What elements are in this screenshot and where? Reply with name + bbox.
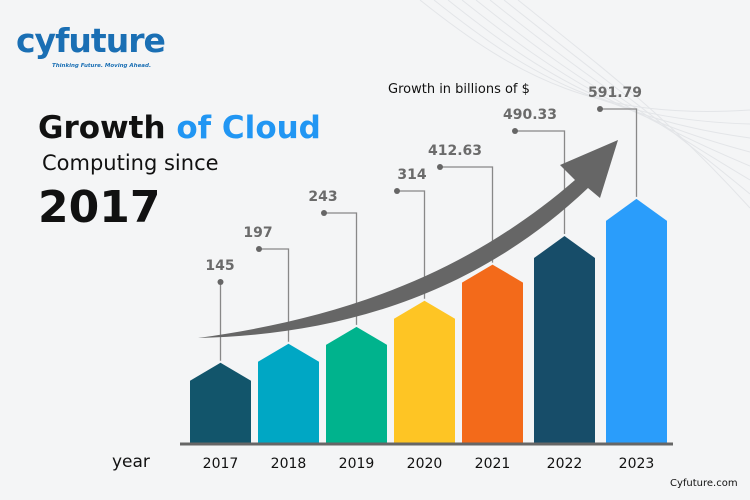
logo: cyfuture [16,21,166,60]
leader-line [600,108,638,197]
background-curves [419,0,750,209]
unit-label: Growth in billions of $ [388,82,530,97]
title-part-1: Growth [38,110,177,146]
leader-line [397,190,426,299]
year-label: 2021 [475,456,511,472]
leader-line [440,166,494,263]
leader-dot [256,246,262,252]
leader-line [259,248,290,342]
title-part-2: of Cloud [176,110,321,146]
bar-2021 [462,264,523,443]
title-line-2: Computing since [42,151,219,175]
bar-2017 [190,362,251,443]
title-line-1: Growth of Cloud [38,110,321,146]
year-label: 2020 [407,456,443,472]
title-line-3: 2017 [38,182,161,233]
bar-2023 [606,198,667,443]
value-label: 314 [397,167,426,183]
trend-arrow [198,140,618,338]
year-label: 2019 [339,456,375,472]
leader-line [324,212,358,325]
value-label: 490.33 [503,107,557,123]
year-label: 2023 [619,456,655,472]
logo-tagline: Thinking Future. Moving Ahead. [52,63,152,69]
bar-2022 [534,236,595,443]
bar-2018 [258,343,319,443]
value-label: 145 [205,258,234,274]
leader-dot [217,279,224,285]
year-label: 2018 [271,456,307,472]
value-label: 412.63 [428,143,482,159]
value-label: 243 [308,189,337,205]
site-url: Cyfuture.com [670,478,738,489]
value-label: 591.79 [588,85,642,101]
leader-dot [394,188,400,194]
leader-dot [512,128,518,134]
bar-2020 [394,300,455,443]
year-label: 2017 [203,456,239,472]
bar-2019 [326,326,387,443]
x-axis-label: year [112,452,150,472]
leader-dot [321,210,327,216]
year-label: 2022 [547,456,583,472]
leader-dot [437,164,443,170]
value-label: 197 [243,225,272,241]
leader-dot [597,106,603,112]
